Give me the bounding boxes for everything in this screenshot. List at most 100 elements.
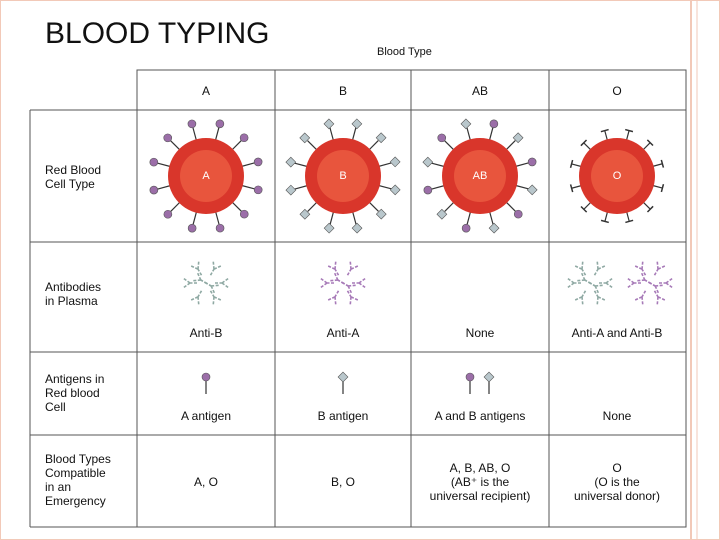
spike	[488, 127, 494, 142]
antibody-y	[215, 277, 230, 289]
row-label: Blood Types Compatible in an Emergency	[45, 452, 111, 508]
antibody	[576, 271, 592, 285]
cell-label: A	[202, 170, 210, 182]
antigen	[483, 371, 495, 394]
antibody	[182, 277, 197, 289]
spike	[466, 127, 472, 142]
antibody-y	[593, 290, 607, 306]
spike	[240, 184, 255, 190]
antigen-a	[187, 223, 197, 233]
antigen-b	[460, 118, 472, 130]
antigen-a	[215, 223, 225, 233]
antibody	[346, 260, 360, 276]
antibody	[189, 260, 203, 276]
antigen-b	[351, 222, 363, 234]
antigen-b	[351, 118, 363, 130]
spike-cap	[600, 219, 609, 224]
antibody	[659, 277, 674, 289]
antibody	[573, 290, 587, 306]
antibody	[653, 260, 667, 276]
antigen-a	[149, 185, 159, 195]
cell-center	[180, 150, 232, 202]
spike	[214, 210, 220, 225]
row-label: Antigens in Red blood Cell	[45, 372, 105, 414]
red-blood-cell	[422, 118, 538, 234]
spike	[368, 200, 379, 212]
row-label: Red Blood Cell Type	[45, 163, 102, 191]
antibody	[346, 290, 360, 306]
antigen-a	[527, 157, 537, 167]
antibody-cluster	[182, 260, 230, 306]
antibody-y	[346, 260, 360, 276]
antibody-y	[209, 260, 223, 276]
antigen-a	[187, 119, 197, 129]
red-blood-cell	[149, 119, 263, 233]
column-header: B	[338, 84, 348, 98]
antigen	[337, 371, 349, 394]
antibody	[566, 277, 581, 289]
cell-text: None	[465, 326, 495, 340]
antigen-a	[489, 119, 499, 129]
cell-label: AB	[472, 170, 488, 182]
antigen-b	[389, 184, 401, 196]
cell-text: A and B antigens	[434, 409, 526, 423]
spike	[377, 184, 392, 190]
antibody-y	[209, 290, 223, 306]
antibody	[653, 290, 667, 306]
antigen-a	[461, 223, 471, 233]
spike-cap	[660, 159, 665, 168]
antibody	[326, 290, 340, 306]
antigen-a	[163, 209, 173, 219]
spike-cap	[646, 139, 654, 147]
antibody-y	[352, 277, 367, 289]
spike	[170, 201, 182, 212]
antibody-y	[593, 260, 607, 276]
antigen-b	[323, 222, 335, 234]
cell-text: B, O	[330, 475, 356, 489]
red-blood-cell	[285, 118, 401, 234]
antibody	[626, 277, 641, 289]
antibody	[633, 260, 647, 276]
cell-center	[454, 150, 506, 202]
cell-text: A, O	[193, 475, 219, 489]
antigen-a	[215, 119, 225, 129]
antibody-cluster	[626, 260, 674, 306]
antigen-b	[483, 371, 495, 383]
spike-cap	[646, 205, 654, 213]
spike	[307, 140, 318, 152]
antibody	[573, 260, 587, 276]
row-label: Antibodies in Plasma	[45, 280, 102, 308]
antigen-a	[437, 133, 447, 143]
antigen-b	[512, 132, 524, 144]
antibody	[636, 271, 652, 285]
cell-label: O	[612, 170, 622, 182]
spike	[367, 140, 379, 151]
antigen-a	[465, 372, 475, 382]
antibody-y	[326, 290, 340, 306]
antibody-y	[633, 290, 647, 306]
spike	[351, 127, 357, 142]
antibody	[209, 290, 223, 306]
antibody-cluster	[566, 260, 614, 306]
spike-cap	[569, 159, 574, 168]
antigen-b	[299, 132, 311, 144]
antigen-a	[423, 185, 433, 195]
spike	[377, 162, 392, 168]
antibody-y	[599, 277, 614, 289]
antibody-y	[192, 271, 208, 285]
spike-cap	[569, 184, 574, 193]
antigen-b	[488, 222, 500, 234]
cell-text: A antigen	[180, 409, 232, 423]
antibody-y	[326, 260, 340, 276]
column-header: O	[612, 84, 622, 98]
spike	[294, 162, 309, 168]
antibody-y	[566, 277, 581, 289]
spike	[444, 140, 455, 152]
antigen	[201, 372, 211, 394]
table-grid	[29, 69, 687, 528]
antibody-y	[189, 260, 203, 276]
spike-cap	[600, 128, 609, 133]
column-header: AB	[471, 84, 489, 98]
antibody	[326, 260, 340, 276]
spike	[192, 127, 198, 142]
